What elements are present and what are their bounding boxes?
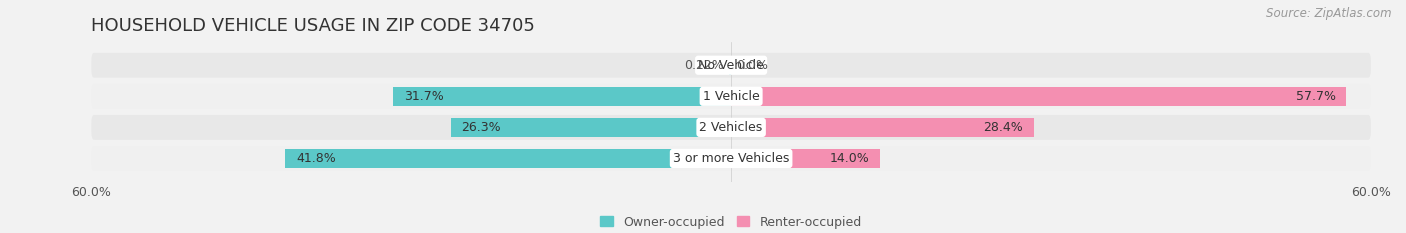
Text: 0.0%: 0.0%	[737, 59, 769, 72]
Text: 31.7%: 31.7%	[404, 90, 443, 103]
Legend: Owner-occupied, Renter-occupied: Owner-occupied, Renter-occupied	[600, 216, 862, 229]
Bar	[731, 149, 880, 168]
Bar	[285, 149, 731, 168]
Text: 41.8%: 41.8%	[297, 152, 336, 165]
Text: 2 Vehicles: 2 Vehicles	[700, 121, 762, 134]
Text: 28.4%: 28.4%	[984, 121, 1024, 134]
Bar	[394, 87, 731, 106]
FancyBboxPatch shape	[91, 53, 1371, 78]
Bar	[728, 56, 731, 75]
Text: 1 Vehicle: 1 Vehicle	[703, 90, 759, 103]
Text: Source: ZipAtlas.com: Source: ZipAtlas.com	[1267, 7, 1392, 20]
FancyBboxPatch shape	[91, 146, 1371, 171]
Text: 0.22%: 0.22%	[683, 59, 724, 72]
Text: 14.0%: 14.0%	[830, 152, 870, 165]
Text: 3 or more Vehicles: 3 or more Vehicles	[673, 152, 789, 165]
FancyBboxPatch shape	[91, 84, 1371, 109]
Text: 26.3%: 26.3%	[461, 121, 501, 134]
Bar	[731, 87, 1347, 106]
Bar	[731, 118, 1033, 137]
Bar	[451, 118, 731, 137]
FancyBboxPatch shape	[91, 115, 1371, 140]
Text: HOUSEHOLD VEHICLE USAGE IN ZIP CODE 34705: HOUSEHOLD VEHICLE USAGE IN ZIP CODE 3470…	[91, 17, 536, 35]
Text: 57.7%: 57.7%	[1296, 90, 1336, 103]
Text: No Vehicle: No Vehicle	[699, 59, 763, 72]
